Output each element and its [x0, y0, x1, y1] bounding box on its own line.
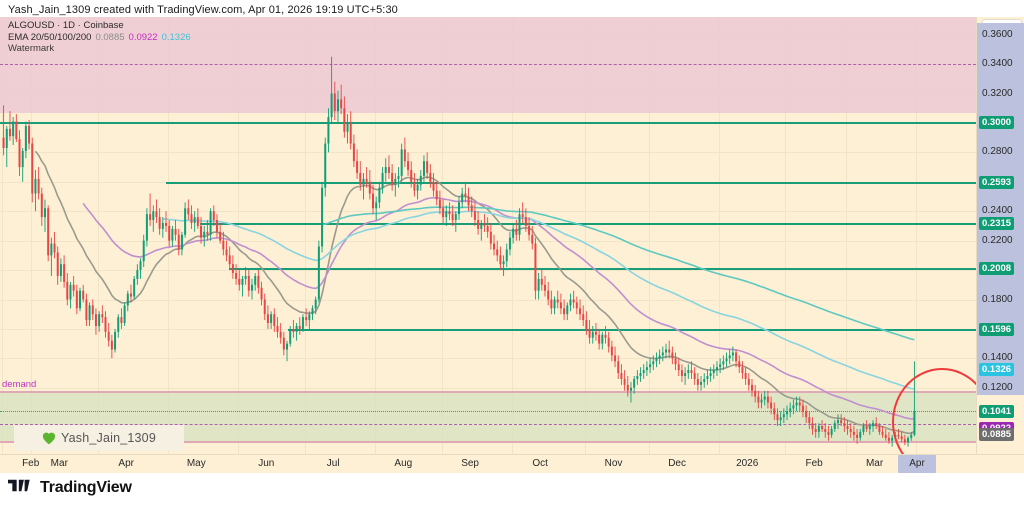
gridline-vertical	[511, 17, 513, 454]
time-tick: Feb	[805, 458, 823, 469]
horizontal-level-line	[287, 328, 976, 331]
legend-symbol[interactable]: ALGOUSD · 1D · Coinbase	[8, 20, 124, 31]
tradingview-brand: TradingView	[40, 479, 132, 496]
gridline-horizontal	[0, 152, 976, 154]
time-tick: Dec	[668, 458, 686, 469]
time-tick: Oct	[532, 458, 548, 469]
gridline-horizontal	[0, 211, 976, 213]
price-scale[interactable]: USD 0.36000.34000.32000.28000.24000.2200…	[976, 17, 1024, 454]
price-tag[interactable]: 0.3000	[979, 116, 1015, 130]
attribution-text: Yash_Jain_1309 created with TradingView.…	[8, 4, 398, 16]
legend-indicator[interactable]: EMA 20/50/100/200 0.0885 0.0922 0.1326	[8, 32, 195, 44]
current-time-highlight	[898, 455, 936, 473]
price-tag[interactable]: 0.2315	[979, 217, 1015, 231]
gridline-vertical	[2, 17, 3, 454]
user-badge: Yash_Jain_1309	[14, 425, 184, 451]
price-tick: 0.2200	[982, 234, 1013, 246]
tradingview-footer: TradingView	[8, 478, 132, 498]
dashed-level-line	[0, 64, 976, 66]
demand-zone-edge	[0, 441, 976, 444]
gridline-vertical	[441, 17, 443, 454]
gridline-horizontal	[0, 299, 976, 301]
supply-zone	[0, 17, 976, 114]
time-tick: Mar	[865, 458, 884, 469]
price-tick: 0.3400	[982, 58, 1013, 70]
price-tag[interactable]: 0.1326	[979, 362, 1015, 376]
horizontal-level-line	[200, 222, 976, 225]
price-tag[interactable]: 0.2593	[979, 176, 1015, 190]
gridline-vertical	[374, 17, 376, 454]
time-tick: Nov	[604, 458, 623, 469]
gridline-horizontal	[0, 240, 976, 242]
chart-plot-area[interactable]: demand ALGOUSD · 1D · Coinbase EMA 20/50…	[0, 17, 976, 454]
dotted-level-line	[0, 411, 976, 413]
gridline-vertical	[167, 17, 169, 454]
price-tick: 0.3200	[982, 87, 1013, 99]
gridline-horizontal	[0, 387, 976, 389]
legend-ema-value-3: 0.1326	[161, 31, 191, 43]
gridline-vertical	[718, 17, 720, 454]
gridline-vertical	[648, 17, 650, 454]
time-tick: Jul	[326, 458, 340, 469]
price-tick: 0.1200	[982, 381, 1013, 393]
gridline-vertical	[97, 17, 99, 454]
price-tick: 0.1400	[982, 352, 1013, 364]
price-tag[interactable]: 0.0885	[979, 427, 1015, 441]
time-tick: Aug	[394, 458, 413, 469]
circle-annotation	[892, 368, 976, 454]
candlestick-series	[2, 56, 916, 447]
horizontal-level-line	[229, 267, 976, 270]
horizontal-level-line	[165, 181, 976, 184]
gridline-vertical	[304, 17, 306, 454]
legend-indicator-name: EMA 20/50/100/200	[8, 31, 92, 43]
gridline-vertical	[30, 17, 32, 454]
time-tick: Apr	[118, 458, 134, 469]
time-tick: 2026	[736, 458, 759, 469]
heart-icon	[42, 432, 56, 445]
price-tag[interactable]: 0.1041	[979, 404, 1015, 418]
time-scale[interactable]: Feb Mar Apr May Jun Jul Aug Sep Oct Nov Dec 2026 Feb…	[0, 454, 1024, 473]
horizontal-level-line	[0, 121, 976, 124]
gridline-vertical	[845, 17, 847, 454]
time-tick-current: Apr	[909, 458, 925, 469]
price-tag[interactable]: 0.1596	[979, 323, 1015, 336]
demand-zone-edge	[0, 391, 976, 394]
time-tick: Mar	[50, 458, 68, 469]
time-tick: Sep	[461, 458, 479, 469]
watermark-label: Watermark	[8, 43, 55, 54]
legend-ema-value-1: 0.0885	[95, 31, 125, 43]
price-tag[interactable]: 0.2008	[979, 262, 1015, 276]
time-tick: May	[186, 458, 206, 469]
gridline-horizontal	[0, 358, 976, 360]
gridline-vertical	[916, 17, 917, 454]
time-tick: Jun	[258, 458, 275, 469]
price-tick: 0.1800	[982, 293, 1013, 305]
chart-legend: ALGOUSD · 1D · Coinbase EMA 20/50/100/20…	[8, 20, 195, 43]
chart-container[interactable]: demand ALGOUSD · 1D · Coinbase EMA 20/50…	[0, 17, 1024, 473]
price-tick: 0.2400	[982, 205, 1013, 217]
price-tick: 0.3600	[982, 28, 1013, 40]
demand-zone-label: demand	[2, 379, 37, 391]
gridline-horizontal	[0, 270, 976, 272]
price-tick: 0.2800	[982, 146, 1013, 158]
user-badge-name: Yash_Jain_1309	[60, 431, 156, 445]
gridline-vertical	[237, 17, 239, 454]
ema-curves	[34, 150, 915, 435]
time-tick: Feb	[22, 458, 40, 469]
dashed-level-line	[0, 423, 976, 425]
gridline-vertical	[584, 17, 586, 454]
tradingview-logo-icon	[8, 478, 34, 498]
legend-ema-value-2: 0.0922	[128, 31, 158, 43]
gridline-vertical	[785, 17, 787, 454]
